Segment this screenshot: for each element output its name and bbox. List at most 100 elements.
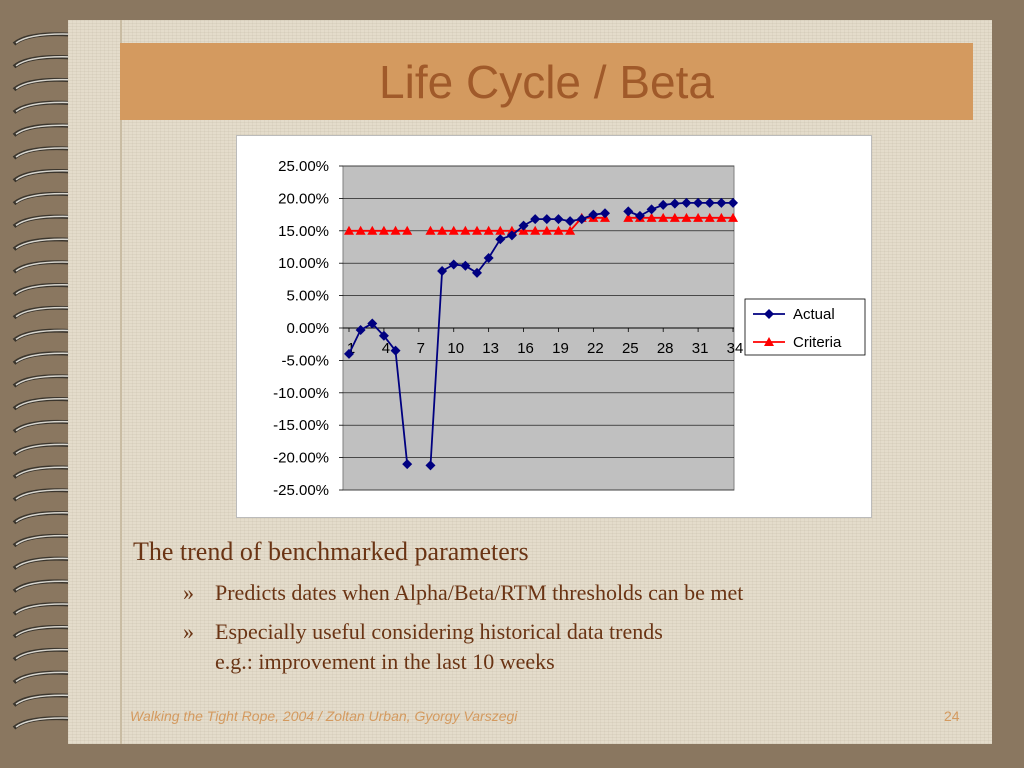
data-point-criteria bbox=[448, 225, 459, 235]
data-point-actual bbox=[600, 208, 611, 219]
x-tick-label: 16 bbox=[517, 340, 534, 357]
footer-citation: Walking the Tight Rope, 2004 / Zoltan Ur… bbox=[130, 708, 518, 724]
data-point-actual bbox=[355, 324, 366, 335]
x-tick-label: 10 bbox=[447, 340, 464, 357]
legend-label: Actual bbox=[793, 306, 835, 323]
y-tick-label: -10.00% bbox=[273, 385, 329, 402]
data-point-criteria bbox=[658, 212, 669, 222]
data-point-criteria bbox=[355, 225, 366, 235]
data-point-criteria bbox=[704, 212, 715, 222]
y-tick-label: 25.00% bbox=[278, 158, 329, 175]
data-point-criteria bbox=[716, 212, 727, 222]
data-point-actual bbox=[541, 214, 552, 225]
x-tick-label: 31 bbox=[692, 340, 709, 357]
data-point-actual bbox=[634, 210, 645, 221]
series-line-actual bbox=[429, 212, 606, 466]
data-point-criteria bbox=[472, 225, 483, 235]
data-point-actual bbox=[716, 197, 727, 208]
slide-title: Life Cycle / Beta bbox=[379, 55, 714, 108]
data-point-criteria bbox=[425, 225, 436, 235]
data-point-actual bbox=[565, 216, 576, 227]
data-point-criteria bbox=[390, 225, 401, 235]
data-point-actual bbox=[728, 197, 739, 208]
data-point-actual bbox=[344, 348, 354, 359]
data-point-criteria bbox=[553, 225, 564, 235]
data-point-actual bbox=[693, 197, 704, 208]
y-tick-label: 20.00% bbox=[278, 190, 329, 207]
data-point-actual bbox=[704, 197, 715, 208]
data-point-criteria bbox=[541, 225, 552, 235]
legend-item: Criteria bbox=[753, 334, 842, 351]
data-point-criteria bbox=[565, 225, 576, 235]
x-tick-label: 25 bbox=[622, 340, 639, 357]
x-tick-label: 34 bbox=[727, 340, 744, 357]
data-point-criteria bbox=[344, 225, 354, 235]
y-tick-label: -5.00% bbox=[281, 352, 329, 369]
data-point-criteria bbox=[693, 212, 704, 222]
data-point-actual bbox=[495, 234, 506, 245]
data-point-actual bbox=[623, 206, 634, 217]
x-tick-label: 28 bbox=[657, 340, 674, 357]
y-tick-label: 15.00% bbox=[278, 223, 329, 240]
data-point-actual bbox=[472, 267, 483, 278]
data-point-criteria bbox=[495, 225, 506, 235]
data-point-actual bbox=[576, 214, 587, 225]
x-tick-label: 22 bbox=[587, 340, 604, 357]
data-point-criteria bbox=[681, 212, 692, 222]
data-point-actual bbox=[588, 209, 599, 220]
data-point-actual bbox=[390, 345, 401, 356]
slide-left-divider bbox=[120, 20, 122, 744]
bullet-text-continuation: e.g.: improvement in the last 10 weeks bbox=[215, 649, 555, 674]
page-number: 24 bbox=[944, 708, 960, 724]
y-tick-label: 0.00% bbox=[286, 320, 329, 337]
x-tick-label: 7 bbox=[417, 340, 425, 357]
body-heading: The trend of benchmarked parameters bbox=[133, 537, 529, 566]
y-tick-label: 5.00% bbox=[286, 288, 329, 305]
bullet-text: Predicts dates when Alpha/Beta/RTM thres… bbox=[215, 580, 744, 605]
legend-label: Criteria bbox=[793, 334, 842, 351]
y-tick-label: -15.00% bbox=[273, 417, 329, 434]
data-point-actual bbox=[530, 214, 541, 225]
data-point-actual bbox=[448, 259, 459, 270]
data-point-criteria bbox=[728, 212, 739, 222]
data-point-criteria bbox=[623, 212, 634, 222]
x-tick-label: 4 bbox=[382, 340, 390, 357]
data-point-criteria bbox=[530, 225, 541, 235]
chart-container: 25.00% 20.00% 15.00% 10.00% 5.00% 0.00% -5.00%… bbox=[236, 135, 872, 518]
data-point-criteria bbox=[483, 225, 494, 235]
data-point-actual bbox=[402, 459, 413, 470]
legend: Actual Criteria bbox=[744, 298, 866, 356]
data-point-actual bbox=[518, 220, 529, 231]
y-tick-label: 10.00% bbox=[278, 255, 329, 272]
data-point-actual bbox=[460, 260, 471, 271]
bullet-mark: » bbox=[183, 580, 194, 605]
bullet-mark: » bbox=[183, 619, 194, 644]
data-point-criteria bbox=[402, 225, 413, 235]
data-point-actual bbox=[669, 198, 680, 209]
data-point-criteria bbox=[378, 225, 389, 235]
x-tick-label: 13 bbox=[482, 340, 499, 357]
data-point-actual bbox=[681, 197, 692, 208]
x-tick-label: 19 bbox=[552, 340, 569, 357]
line-chart: 25.00% 20.00% 15.00% 10.00% 5.00% 0.00% -5.00%… bbox=[273, 158, 866, 499]
legend-marker-diamond bbox=[764, 309, 774, 319]
y-tick-label: -25.00% bbox=[273, 482, 329, 499]
series-line-actual bbox=[627, 202, 733, 217]
data-point-criteria bbox=[460, 225, 471, 235]
data-point-actual bbox=[483, 253, 494, 264]
data-point-actual bbox=[367, 318, 378, 329]
data-point-criteria bbox=[669, 212, 680, 222]
data-point-criteria bbox=[367, 225, 378, 235]
series-line-actual bbox=[348, 322, 409, 465]
data-point-criteria bbox=[437, 225, 448, 235]
legend-item: Actual bbox=[753, 306, 835, 323]
data-point-actual bbox=[425, 460, 436, 471]
bullet-text: Especially useful considering historical… bbox=[215, 619, 663, 644]
data-point-actual bbox=[378, 330, 389, 341]
data-point-actual bbox=[437, 265, 448, 276]
data-point-actual bbox=[658, 199, 669, 210]
data-point-criteria bbox=[646, 212, 657, 222]
data-point-actual bbox=[646, 204, 657, 215]
data-point-actual bbox=[506, 230, 517, 241]
y-tick-label: -20.00% bbox=[273, 450, 329, 467]
